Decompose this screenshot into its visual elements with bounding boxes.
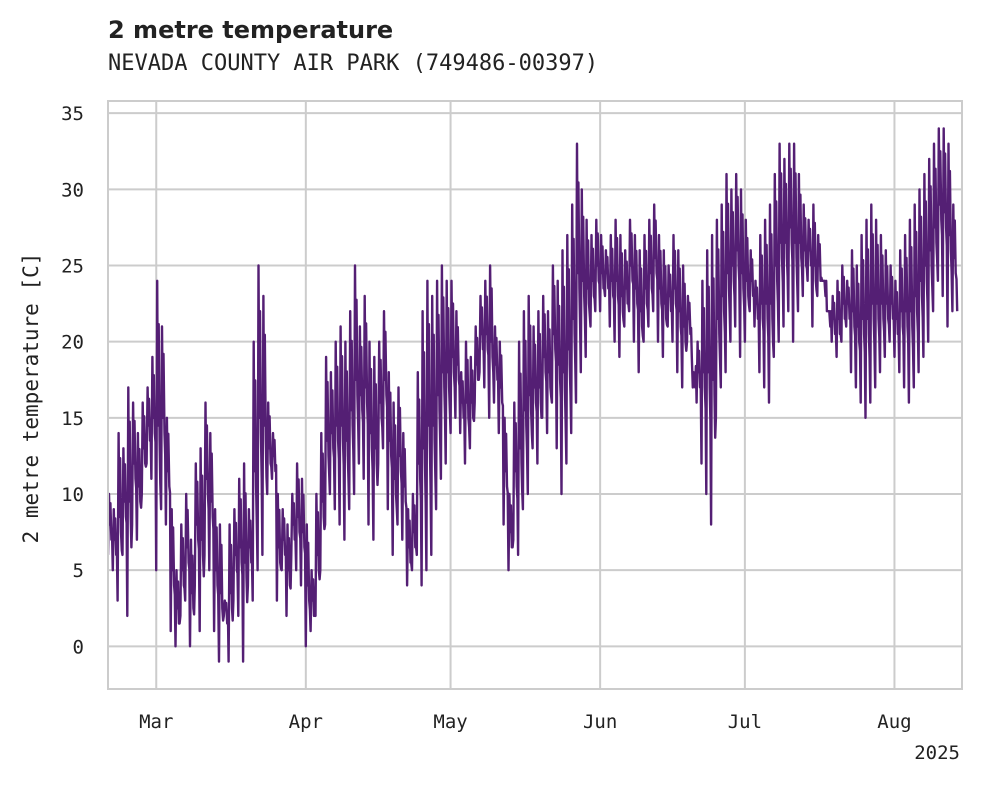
y-tick-label: 25 [61,256,84,278]
series-layer [108,127,959,663]
y-tick-label: 5 [73,560,84,582]
x-tick-label: Jun [583,711,617,733]
y-tick-labels: 0 5 10 15 20 25 30 35 [61,103,84,658]
y-tick-label: 35 [61,103,84,125]
y-tick-label: 10 [61,484,84,506]
plot-frame [107,100,963,690]
y-tick-label: 15 [61,408,84,430]
y-tick-label: 20 [61,332,84,354]
x-tick-label: Jul [728,711,762,733]
x-tick-label: May [433,711,467,733]
x-tick-label: Aug [877,711,911,733]
x-offset-label: 2025 [914,742,960,764]
y-tick-label: 30 [61,179,84,201]
x-tick-label: Apr [289,711,323,733]
chart-subtitle: NEVADA COUNTY AIR PARK (749486-00397) [108,51,599,76]
y-axis-label: 2 metre temperature [C] [19,253,43,544]
series-line-0 [108,127,959,663]
y-tick-label: 0 [73,636,84,658]
x-tick-label: Mar [139,711,173,733]
chart-title: 2 metre temperature [108,16,394,44]
x-tick-labels: Mar Apr May Jun Jul Aug [139,711,912,733]
